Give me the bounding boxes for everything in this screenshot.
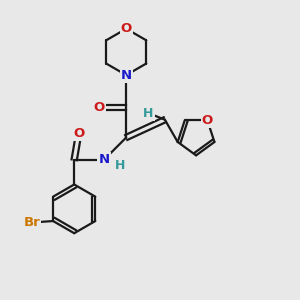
- Text: O: O: [121, 22, 132, 35]
- Text: O: O: [94, 101, 105, 114]
- Text: N: N: [98, 153, 110, 166]
- Text: Br: Br: [23, 216, 40, 229]
- Text: O: O: [73, 127, 84, 140]
- Text: H: H: [115, 159, 125, 172]
- Text: H: H: [143, 106, 154, 120]
- Text: O: O: [202, 114, 213, 127]
- Text: N: N: [121, 69, 132, 82]
